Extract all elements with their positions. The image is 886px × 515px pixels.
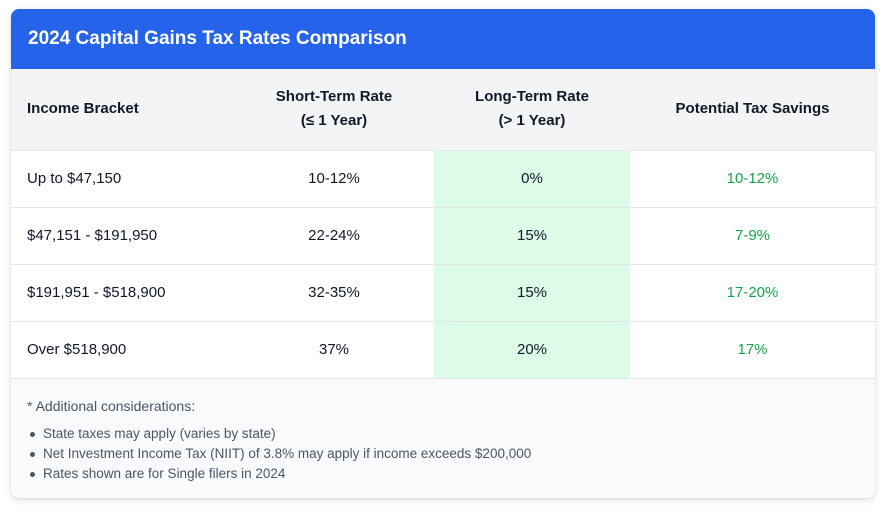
header-short-term-period: (≤ 1 Year) <box>300 112 368 130</box>
cell-potential-savings: 17% <box>630 321 875 379</box>
tax-rates-table: Income Bracket Short-Term Rate (≤ 1 Year… <box>11 69 875 379</box>
header-long-term-rate: Long-Term Rate (> 1 Year) <box>434 69 630 151</box>
cell-long-term-rate: 15% <box>434 264 630 322</box>
cell-short-term-rate: 37% <box>234 321 434 379</box>
additional-considerations: * Additional considerations: State taxes… <box>11 378 875 498</box>
notes-list: State taxes may apply (varies by state) … <box>27 424 859 484</box>
cell-long-term-rate: 15% <box>434 207 630 265</box>
list-item: Rates shown are for Single filers in 202… <box>27 464 859 484</box>
header-income-bracket: Income Bracket <box>11 69 234 151</box>
table-row: $191,951 - $518,900 32-35% 15% 17-20% <box>11 264 875 322</box>
cell-short-term-rate: 10-12% <box>234 150 434 208</box>
list-item: State taxes may apply (varies by state) <box>27 424 859 444</box>
header-short-term-label: Short-Term Rate <box>275 88 393 106</box>
table-row: Up to $47,150 10-12% 0% 10-12% <box>11 150 875 208</box>
table-row: $47,151 - $191,950 22-24% 15% 7-9% <box>11 207 875 265</box>
cell-income-bracket: Over $518,900 <box>11 321 234 379</box>
cell-short-term-rate: 32-35% <box>234 264 434 322</box>
cell-income-bracket: $191,951 - $518,900 <box>11 264 234 322</box>
notes-intro: * Additional considerations: <box>27 397 196 414</box>
header-long-term-period: (> 1 Year) <box>498 112 566 130</box>
cell-long-term-rate: 0% <box>434 150 630 208</box>
header-long-term-label: Long-Term Rate <box>475 88 589 106</box>
table-row: Over $518,900 37% 20% 17% <box>11 321 875 379</box>
header-potential-savings: Potential Tax Savings <box>630 69 875 151</box>
table-header-row: Income Bracket Short-Term Rate (≤ 1 Year… <box>11 69 875 151</box>
cell-income-bracket: $47,151 - $191,950 <box>11 207 234 265</box>
card-header: 2024 Capital Gains Tax Rates Comparison <box>11 9 875 69</box>
header-short-term-rate: Short-Term Rate (≤ 1 Year) <box>234 69 434 151</box>
cell-short-term-rate: 22-24% <box>234 207 434 265</box>
cell-income-bracket: Up to $47,150 <box>11 150 234 208</box>
cell-long-term-rate: 20% <box>434 321 630 379</box>
page-title: 2024 Capital Gains Tax Rates Comparison <box>28 28 407 49</box>
tax-rates-card: 2024 Capital Gains Tax Rates Comparison … <box>11 9 875 498</box>
cell-potential-savings: 17-20% <box>630 264 875 322</box>
cell-potential-savings: 10-12% <box>630 150 875 208</box>
cell-potential-savings: 7-9% <box>630 207 875 265</box>
list-item: Net Investment Income Tax (NIIT) of 3.8%… <box>27 444 859 464</box>
